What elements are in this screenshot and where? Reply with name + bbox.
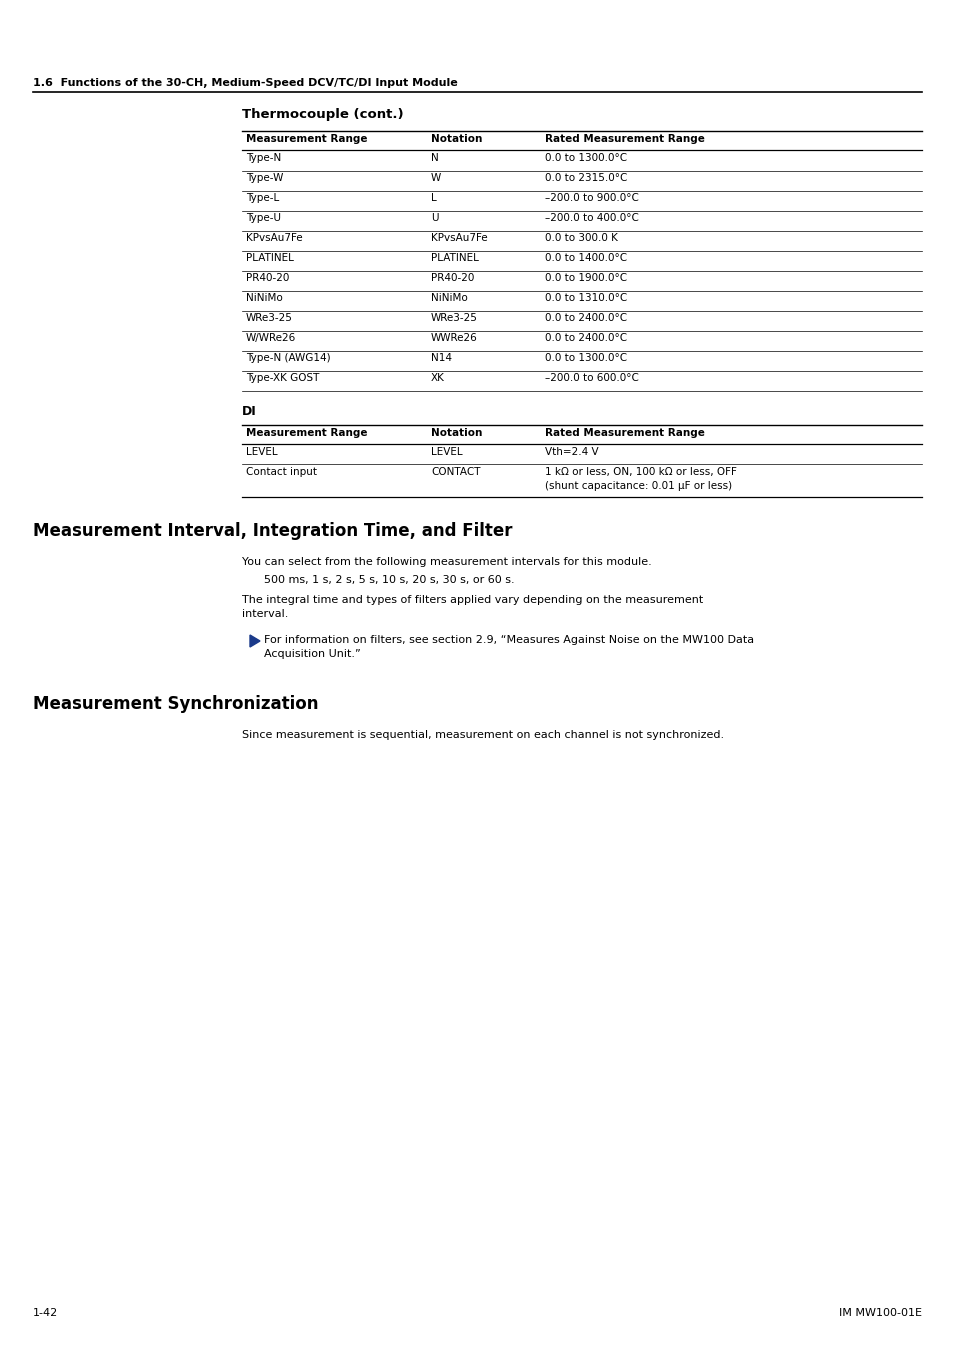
Text: 0.0 to 1310.0°C: 0.0 to 1310.0°C <box>544 293 626 302</box>
Text: PLATINEL: PLATINEL <box>246 252 294 263</box>
Text: DI: DI <box>242 405 256 418</box>
Text: 1 kΩ or less, ON, 100 kΩ or less, OFF: 1 kΩ or less, ON, 100 kΩ or less, OFF <box>544 467 736 477</box>
Text: –200.0 to 900.0°C: –200.0 to 900.0°C <box>544 193 639 202</box>
Text: W/WRe26: W/WRe26 <box>246 333 296 343</box>
Text: W: W <box>431 173 441 184</box>
Text: L: L <box>431 193 436 202</box>
Text: Notation: Notation <box>431 134 482 144</box>
Text: NiNiMo: NiNiMo <box>431 293 467 302</box>
Text: interval.: interval. <box>242 609 288 620</box>
Text: N: N <box>431 153 438 163</box>
Text: Measurement Interval, Integration Time, and Filter: Measurement Interval, Integration Time, … <box>33 522 512 540</box>
Text: Contact input: Contact input <box>246 467 316 477</box>
Text: Thermocouple (cont.): Thermocouple (cont.) <box>242 108 403 122</box>
Text: WWRe26: WWRe26 <box>431 333 477 343</box>
Text: Vth=2.4 V: Vth=2.4 V <box>544 447 598 458</box>
Text: Type-N: Type-N <box>246 153 281 163</box>
Text: 0.0 to 2400.0°C: 0.0 to 2400.0°C <box>544 313 626 323</box>
Text: 0.0 to 2315.0°C: 0.0 to 2315.0°C <box>544 173 627 184</box>
Text: Measurement Range: Measurement Range <box>246 134 367 144</box>
Polygon shape <box>250 634 260 647</box>
Text: LEVEL: LEVEL <box>246 447 277 458</box>
Text: 0.0 to 300.0 K: 0.0 to 300.0 K <box>544 234 618 243</box>
Text: WRe3-25: WRe3-25 <box>246 313 293 323</box>
Text: Type-W: Type-W <box>246 173 283 184</box>
Text: KPvsAu7Fe: KPvsAu7Fe <box>246 234 302 243</box>
Text: Type-U: Type-U <box>246 213 281 223</box>
Text: Type-XK GOST: Type-XK GOST <box>246 373 319 383</box>
Text: Rated Measurement Range: Rated Measurement Range <box>544 428 704 437</box>
Text: Measurement Synchronization: Measurement Synchronization <box>33 695 318 713</box>
Text: 0.0 to 2400.0°C: 0.0 to 2400.0°C <box>544 333 626 343</box>
Text: KPvsAu7Fe: KPvsAu7Fe <box>431 234 487 243</box>
Text: Acquisition Unit.”: Acquisition Unit.” <box>264 649 360 659</box>
Text: XK: XK <box>431 373 444 383</box>
Text: 0.0 to 1300.0°C: 0.0 to 1300.0°C <box>544 352 626 363</box>
Text: 1-42: 1-42 <box>33 1308 58 1318</box>
Text: –200.0 to 400.0°C: –200.0 to 400.0°C <box>544 213 639 223</box>
Text: NiNiMo: NiNiMo <box>246 293 282 302</box>
Text: 1.6  Functions of the 30-CH, Medium-Speed DCV/TC/DI Input Module: 1.6 Functions of the 30-CH, Medium-Speed… <box>33 78 457 88</box>
Text: 0.0 to 1300.0°C: 0.0 to 1300.0°C <box>544 153 626 163</box>
Text: Notation: Notation <box>431 428 482 437</box>
Text: PR40-20: PR40-20 <box>431 273 474 284</box>
Text: 0.0 to 1900.0°C: 0.0 to 1900.0°C <box>544 273 626 284</box>
Text: The integral time and types of filters applied vary depending on the measurement: The integral time and types of filters a… <box>242 595 702 605</box>
Text: 500 ms, 1 s, 2 s, 5 s, 10 s, 20 s, 30 s, or 60 s.: 500 ms, 1 s, 2 s, 5 s, 10 s, 20 s, 30 s,… <box>264 575 514 585</box>
Text: You can select from the following measurement intervals for this module.: You can select from the following measur… <box>242 558 651 567</box>
Text: (shunt capacitance: 0.01 μF or less): (shunt capacitance: 0.01 μF or less) <box>544 481 731 491</box>
Text: Rated Measurement Range: Rated Measurement Range <box>544 134 704 144</box>
Text: Type-N (AWG14): Type-N (AWG14) <box>246 352 331 363</box>
Text: CONTACT: CONTACT <box>431 467 480 477</box>
Text: LEVEL: LEVEL <box>431 447 462 458</box>
Text: For information on filters, see section 2.9, “Measures Against Noise on the MW10: For information on filters, see section … <box>264 634 753 645</box>
Text: N14: N14 <box>431 352 452 363</box>
Text: –200.0 to 600.0°C: –200.0 to 600.0°C <box>544 373 639 383</box>
Text: IM MW100-01E: IM MW100-01E <box>838 1308 921 1318</box>
Text: Type-L: Type-L <box>246 193 279 202</box>
Text: PR40-20: PR40-20 <box>246 273 289 284</box>
Text: PLATINEL: PLATINEL <box>431 252 478 263</box>
Text: 0.0 to 1400.0°C: 0.0 to 1400.0°C <box>544 252 626 263</box>
Text: WRe3-25: WRe3-25 <box>431 313 477 323</box>
Text: U: U <box>431 213 438 223</box>
Text: Since measurement is sequential, measurement on each channel is not synchronized: Since measurement is sequential, measure… <box>242 730 723 740</box>
Text: Measurement Range: Measurement Range <box>246 428 367 437</box>
